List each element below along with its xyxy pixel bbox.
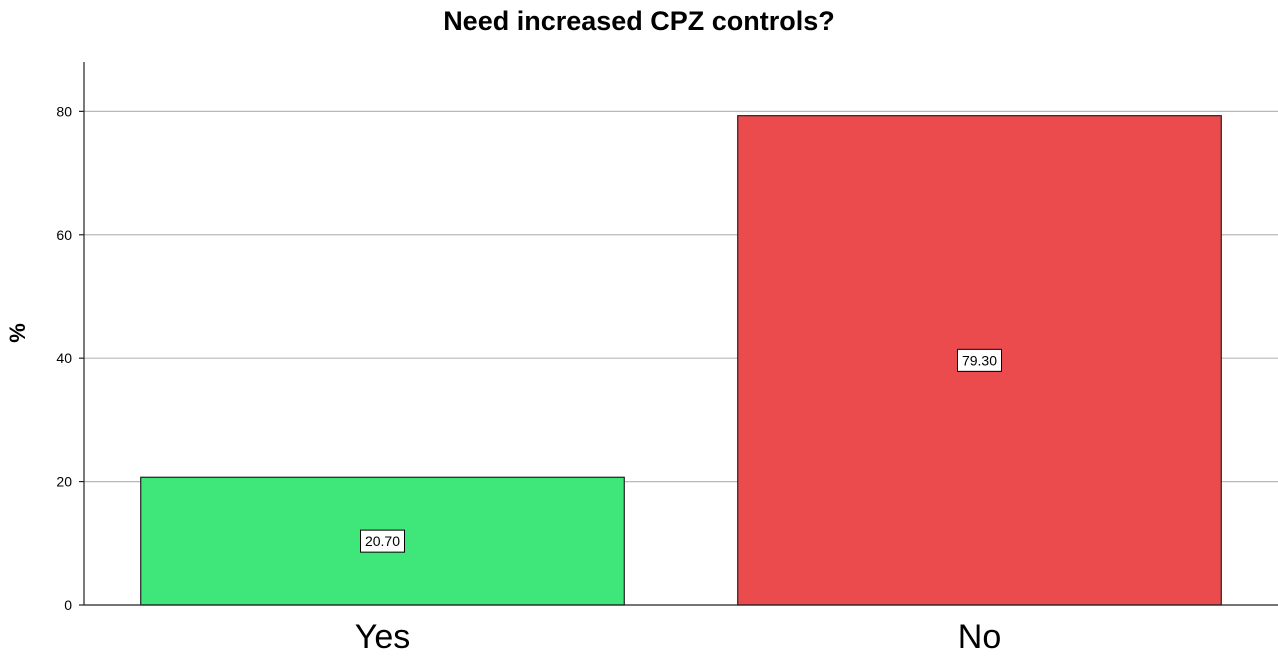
y-tick-label: 0 (64, 597, 72, 613)
x-tick-label: Yes (355, 618, 410, 656)
data-label-box (360, 529, 405, 553)
chart-title: Need increased CPZ controls? (443, 6, 835, 36)
y-tick-label: 80 (56, 103, 72, 119)
data-label: 20.70 (365, 533, 400, 549)
x-tick-label: No (958, 618, 1001, 656)
y-tick-label: 60 (56, 227, 72, 243)
data-label-box (957, 348, 1002, 372)
data-label: 79.30 (962, 352, 997, 368)
y-tick-label: 40 (56, 350, 72, 366)
y-tick-label: 20 (56, 474, 72, 490)
